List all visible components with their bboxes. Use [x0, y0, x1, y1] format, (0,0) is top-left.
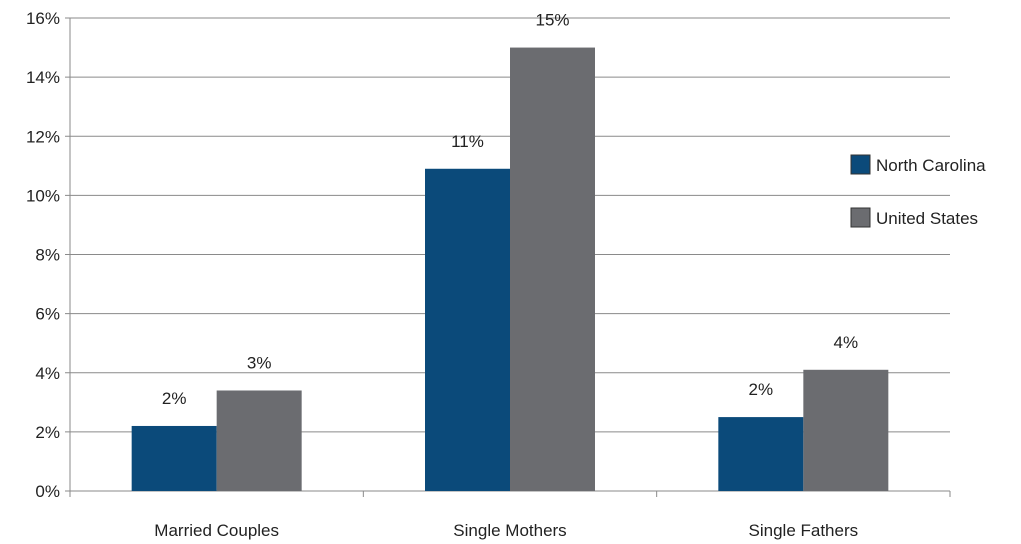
- y-tick-label: 14%: [26, 68, 60, 87]
- data-labels: 2% 3% 11% 15% 2% 4%: [162, 11, 858, 408]
- x-axis: Married Couples Single Mothers Single Fath…: [69, 490, 951, 540]
- data-label: 11%: [451, 132, 484, 151]
- data-label: 2%: [162, 389, 187, 408]
- bar-north-carolina: [131, 425, 217, 491]
- y-tick-label: 10%: [26, 186, 60, 205]
- x-category-label: Single Fathers: [749, 521, 859, 540]
- bar-united-states: [803, 369, 889, 491]
- y-tick-label: 16%: [26, 9, 60, 28]
- bar-north-carolina: [425, 168, 510, 492]
- bar-united-states: [216, 390, 302, 491]
- legend-label: United States: [876, 209, 978, 228]
- x-category-label: Married Couples: [154, 521, 279, 540]
- bar-united-states: [510, 47, 595, 491]
- y-tick-label: 4%: [35, 364, 60, 383]
- data-label: 2%: [749, 380, 774, 399]
- legend: North Carolina United States: [850, 154, 986, 228]
- data-label: 4%: [834, 333, 859, 352]
- y-tick-label: 2%: [35, 423, 60, 442]
- y-tick-label: 6%: [35, 305, 60, 324]
- bars: [131, 47, 889, 492]
- y-tick-label: 8%: [35, 246, 60, 265]
- y-tick-label: 12%: [26, 127, 60, 146]
- legend-swatch: [850, 207, 871, 228]
- x-category-label: Single Mothers: [453, 521, 566, 540]
- legend-swatch: [850, 154, 871, 175]
- y-axis: 0% 2% 4% 6% 8% 10% 12% 14% 16%: [26, 9, 71, 501]
- legend-label: North Carolina: [876, 156, 986, 175]
- data-label: 15%: [535, 11, 569, 30]
- bar-north-carolina: [718, 417, 804, 491]
- y-tick-label: 0%: [35, 482, 60, 501]
- data-label: 3%: [247, 353, 272, 372]
